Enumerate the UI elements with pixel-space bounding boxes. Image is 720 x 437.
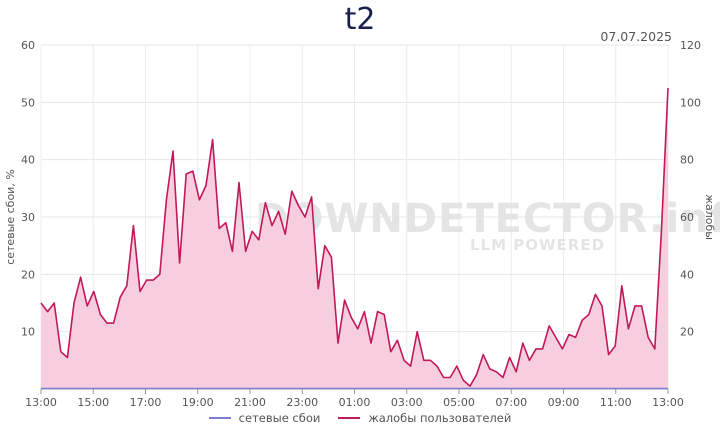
series-line-user-complaints	[40, 87, 669, 387]
y-left-tick-label: 30	[21, 211, 35, 224]
complaints-area-fill	[41, 88, 668, 389]
x-tick-label: 09:00	[548, 396, 580, 409]
y-right-tick-label: 120	[680, 39, 701, 52]
x-tick-label: 13:00	[25, 396, 57, 409]
legend-label-network-failures: сетевые сбои	[238, 411, 321, 425]
y-left-tick-label: 40	[21, 154, 35, 167]
x-tick-label: 05:00	[443, 396, 475, 409]
axis-ticks: 10 20 20 40 30 60 40 80 50 100 60 120 13:00 15:00 17:0…	[21, 39, 701, 409]
y-left-tick-label: 60	[21, 39, 35, 52]
y-left-tick-label: 10	[21, 326, 35, 339]
watermark: DOWNDETECTOR.info LLM POWERED	[255, 196, 720, 254]
legend: сетевые сбои жалобы пользователей	[0, 411, 720, 425]
y-right-tick-label: 60	[680, 211, 694, 224]
legend-swatch-user-complaints	[338, 417, 361, 419]
legend-swatch-network-failures	[208, 417, 231, 419]
y-right-tick-label: 80	[680, 154, 694, 167]
y-left-tick-label: 50	[21, 96, 35, 109]
legend-item-user-complaints[interactable]: жалобы пользователей	[338, 411, 511, 425]
legend-item-network-failures[interactable]: сетевые сбои	[208, 411, 321, 425]
x-tick-label: 15:00	[77, 396, 109, 409]
y-right-tick-label: 40	[680, 268, 694, 281]
complaints-area	[41, 88, 668, 389]
x-tick-label: 19:00	[182, 396, 214, 409]
x-tick-label: 07:00	[495, 396, 527, 409]
x-tick-label: 17:00	[130, 396, 162, 409]
y-left-tick-label: 20	[21, 268, 35, 281]
y-right-tick-label: 20	[680, 326, 694, 339]
y-right-tick-label: 100	[680, 96, 701, 109]
watermark-text: DOWNDETECTOR.info	[255, 196, 720, 242]
series-lines	[40, 87, 669, 390]
chart-title: t2	[344, 2, 376, 37]
x-tick-label: 23:00	[286, 396, 318, 409]
y-axis-right-label: жалобы	[703, 194, 716, 240]
x-tick-label: 13:00	[652, 396, 684, 409]
y-axis-left-label: сетевые сбои, %	[4, 169, 17, 265]
x-tick-label: 21:00	[234, 396, 266, 409]
x-tick-label: 03:00	[391, 396, 423, 409]
chart-date: 07.07.2025	[600, 29, 672, 44]
x-tick-label: 01:00	[339, 396, 371, 409]
watermark-subtext: LLM POWERED	[470, 236, 605, 254]
legend-label-user-complaints: жалобы пользователей	[368, 411, 512, 425]
x-tick-label: 11:00	[600, 396, 632, 409]
